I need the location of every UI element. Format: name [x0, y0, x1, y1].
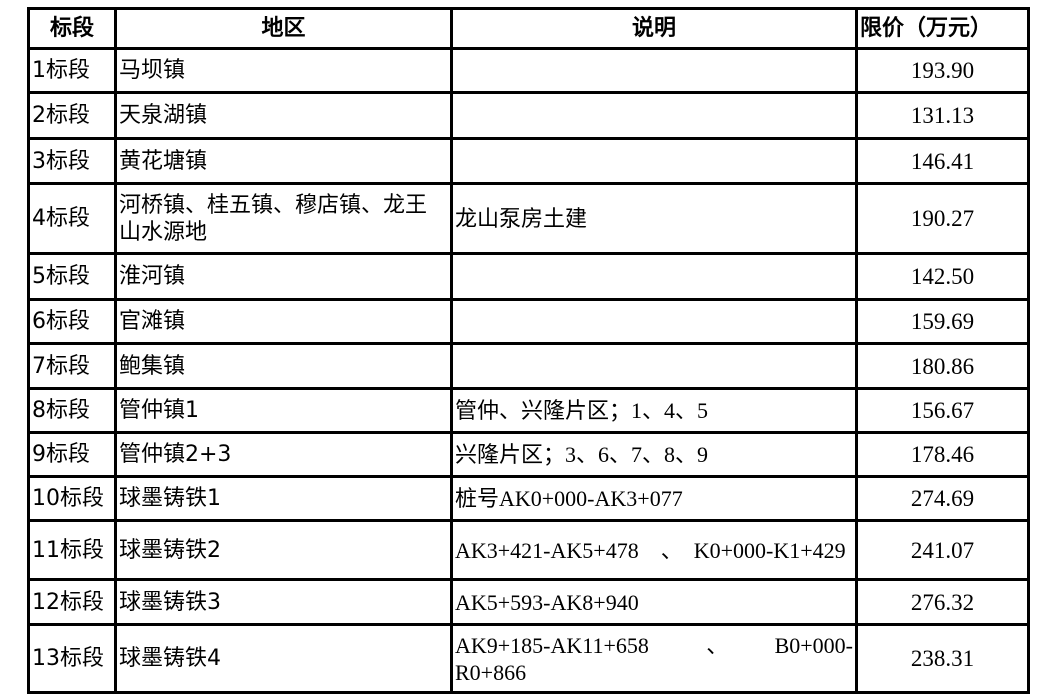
price-cell: 142.50: [855, 252, 1030, 301]
note-cell: 龙山泵房土建: [450, 182, 858, 255]
region-cell: 球墨铸铁1: [114, 475, 453, 522]
segment-cell: 2标段: [27, 91, 117, 140]
segment-cell: 6标段: [27, 298, 117, 345]
table-row: 4标段 河桥镇、桂五镇、穆店镇、龙王山水源地 龙山泵房土建 190.27: [27, 182, 1030, 255]
note-cell: [450, 342, 858, 390]
price-cell: 193.90: [855, 47, 1030, 94]
note-cell: AK9+185-AK11+658 、 B0+000-R0+866: [450, 623, 858, 694]
segment-cell: 8标段: [27, 387, 117, 434]
region-cell: 管仲镇2+3: [114, 431, 453, 478]
region-cell: 球墨铸铁4: [114, 623, 453, 694]
region-cell: 管仲镇1: [114, 387, 453, 434]
region-cell: 官滩镇: [114, 298, 453, 345]
region-cell: 球墨铸铁3: [114, 578, 453, 626]
price-cell: 156.67: [855, 387, 1030, 434]
segment-cell: 3标段: [27, 137, 117, 185]
region-cell: 河桥镇、桂五镇、穆店镇、龙王山水源地: [114, 182, 453, 255]
segment-cell: 12标段: [27, 578, 117, 626]
note-cell: [450, 298, 858, 345]
price-cell: 131.13: [855, 91, 1030, 140]
price-cell: 238.31: [855, 623, 1030, 694]
price-cell: 146.41: [855, 137, 1030, 185]
note-cell: [450, 252, 858, 301]
segment-cell: 10标段: [27, 475, 117, 522]
note-cell: AK3+421-AK5+478 、 K0+000-K1+429: [450, 519, 858, 581]
segment-cell: 1标段: [27, 47, 117, 94]
table-row: 2标段 天泉湖镇 131.13: [27, 91, 1030, 140]
table-row: 11标段 球墨铸铁2 AK3+421-AK5+478 、 K0+000-K1+429…: [27, 519, 1030, 581]
note-cell: [450, 91, 858, 140]
price-cell: 241.07: [855, 519, 1030, 581]
segment-cell: 4标段: [27, 182, 117, 255]
region-cell: 球墨铸铁2: [114, 519, 453, 581]
segment-cell: 5标段: [27, 252, 117, 301]
header-price: 限价（万元）: [855, 7, 1030, 50]
header-row: 标段 地区 说明 限价（万元）: [27, 7, 1030, 50]
segment-cell: 7标段: [27, 342, 117, 390]
region-cell: 黄花塘镇: [114, 137, 453, 185]
table-row: 10标段 球墨铸铁1 桩号AK0+000-AK3+077 274.69: [27, 475, 1030, 522]
table-row: 9标段 管仲镇2+3 兴隆片区；3、6、7、8、9 178.46: [27, 431, 1030, 478]
table-row: 7标段 鲍集镇 180.86: [27, 342, 1030, 390]
note-cell: [450, 47, 858, 94]
price-cell: 276.32: [855, 578, 1030, 626]
table-row: 13标段 球墨铸铁4 AK9+185-AK11+658 、 B0+000-R0+86…: [27, 623, 1030, 694]
header-note: 说明: [450, 7, 858, 50]
table-row: 3标段 黄花塘镇 146.41: [27, 137, 1030, 185]
price-limit-table: 标段 地区 说明 限价（万元） 1标段 马坝镇 193.90 2标段 天泉湖镇 131.1…: [27, 7, 1030, 694]
segment-cell: 13标段: [27, 623, 117, 694]
table-row: 8标段 管仲镇1 管仲、兴隆片区；1、4、5 156.67: [27, 387, 1030, 434]
table-row: 1标段 马坝镇 193.90: [27, 47, 1030, 94]
price-cell: 180.86: [855, 342, 1030, 390]
region-cell: 马坝镇: [114, 47, 453, 94]
note-cell: 管仲、兴隆片区；1、4、5: [450, 387, 858, 434]
region-cell: 天泉湖镇: [114, 91, 453, 140]
price-cell: 159.69: [855, 298, 1030, 345]
table-row: 12标段 球墨铸铁3 AK5+593-AK8+940 276.32: [27, 578, 1030, 626]
note-cell: [450, 137, 858, 185]
region-cell: 鲍集镇: [114, 342, 453, 390]
price-cell: 190.27: [855, 182, 1030, 255]
price-cell: 178.46: [855, 431, 1030, 478]
region-cell: 淮河镇: [114, 252, 453, 301]
note-cell: AK5+593-AK8+940: [450, 578, 858, 626]
table-row: 5标段 淮河镇 142.50: [27, 252, 1030, 301]
note-cell: 兴隆片区；3、6、7、8、9: [450, 431, 858, 478]
table-row: 6标段 官滩镇 159.69: [27, 298, 1030, 345]
header-region: 地区: [114, 7, 453, 50]
note-cell: 桩号AK0+000-AK3+077: [450, 475, 858, 522]
price-cell: 274.69: [855, 475, 1030, 522]
segment-cell: 11标段: [27, 519, 117, 581]
segment-cell: 9标段: [27, 431, 117, 478]
header-segment: 标段: [27, 7, 117, 50]
